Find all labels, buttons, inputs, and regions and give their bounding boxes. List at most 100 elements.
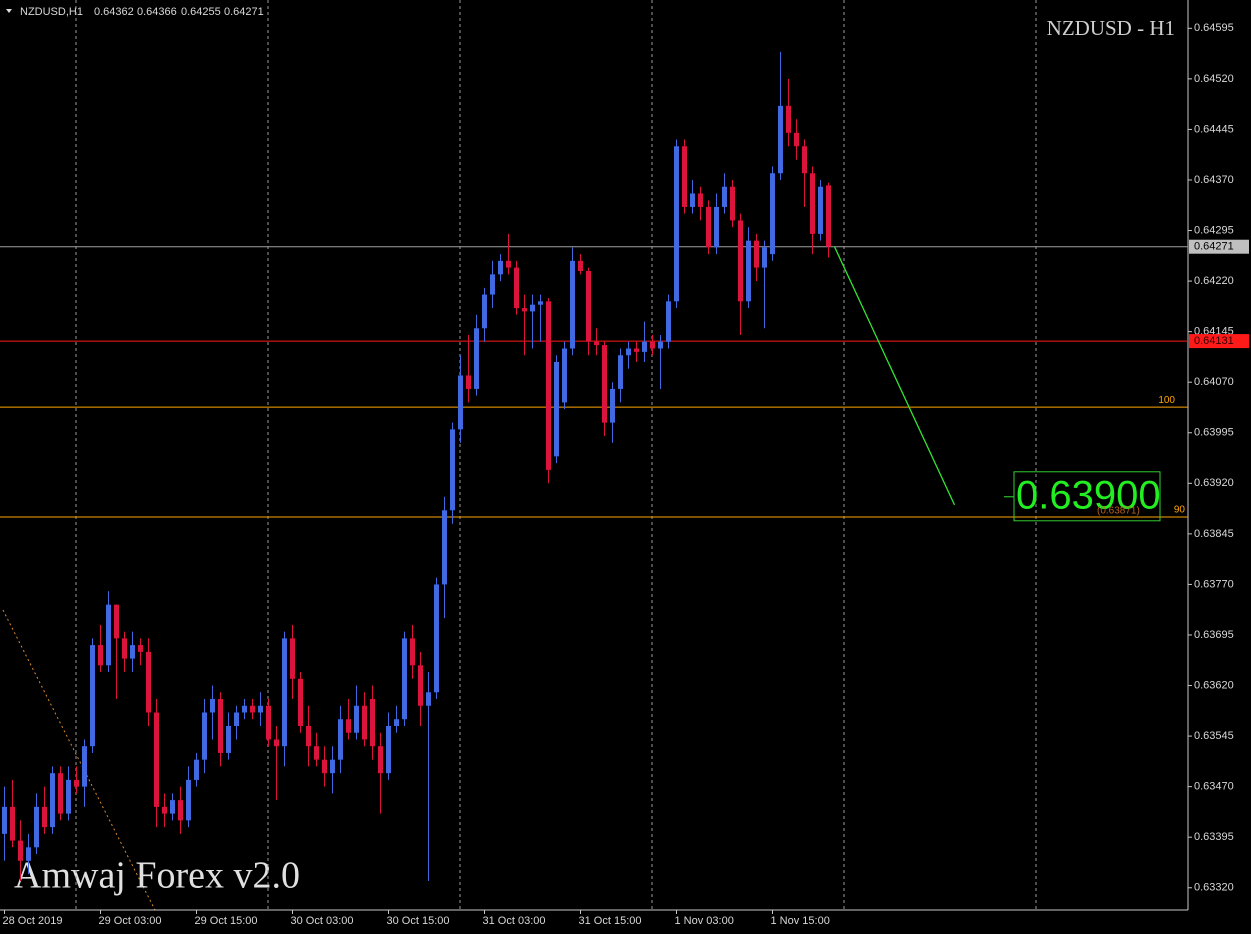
y-tick-label: 0.64520	[1194, 73, 1234, 85]
price-label: 0.64271	[1194, 241, 1234, 253]
alert-label-box	[1189, 334, 1249, 349]
y-tick-label: 0.63320	[1194, 882, 1234, 894]
price-label-box	[1189, 239, 1249, 254]
candle-body	[538, 301, 543, 305]
candle-body	[434, 584, 439, 693]
candle-body	[810, 173, 815, 234]
x-tick-label: 31 Oct 15:00	[579, 915, 642, 927]
candle-body	[266, 705, 271, 740]
x-tick-label: 29 Oct 15:00	[195, 915, 258, 927]
candle-body	[210, 699, 215, 713]
candle-body	[466, 375, 471, 389]
candle-body	[346, 719, 351, 733]
candle-body	[426, 692, 431, 706]
y-tick-label: 0.64220	[1194, 275, 1234, 287]
x-tick-label: 29 Oct 03:00	[99, 915, 162, 927]
candle-body	[530, 304, 535, 312]
candle-body	[162, 806, 167, 814]
candle-body	[178, 800, 183, 821]
candle-body	[34, 806, 39, 848]
candle-body	[26, 847, 31, 861]
x-tick-label: 1 Nov 15:00	[771, 915, 830, 927]
candle-body	[330, 759, 335, 774]
ohlc-open: 0.64362	[94, 6, 134, 18]
candle-body	[58, 773, 63, 814]
y-tick-label: 0.63545	[1194, 730, 1234, 742]
y-tick-label: 0.64295	[1194, 224, 1234, 236]
candle-body	[122, 638, 127, 659]
candle-body	[450, 429, 455, 511]
candle-body	[474, 328, 479, 389]
candle-body	[114, 604, 119, 639]
candle-body	[298, 678, 303, 726]
candle-body	[130, 645, 135, 659]
fib-label: 90	[1174, 505, 1186, 516]
candle-body	[322, 759, 327, 774]
x-tick-label: 30 Oct 15:00	[387, 915, 450, 927]
candle-body	[82, 746, 87, 787]
candle-body	[794, 132, 799, 147]
watermark: Amwaj Forex v2.0	[14, 855, 300, 897]
candle-body	[90, 645, 95, 747]
candle-body	[506, 260, 511, 268]
candle-body	[458, 375, 463, 430]
y-tick-label: 0.63695	[1194, 629, 1234, 641]
candle-body	[394, 719, 399, 726]
candle-body	[714, 206, 719, 248]
y-tick-label: 0.63995	[1194, 427, 1234, 439]
candle-body	[18, 840, 23, 861]
candle-body	[618, 355, 623, 389]
candle-body	[218, 699, 223, 753]
x-tick-label: 28 Oct 2019	[3, 915, 63, 927]
candle-body	[378, 746, 383, 774]
candle-body	[362, 705, 367, 740]
ohlc-high: 0.64366	[137, 6, 177, 18]
candle-body	[410, 638, 415, 666]
y-tick-label: 0.63620	[1194, 679, 1234, 691]
y-tick-label: 0.64070	[1194, 376, 1234, 388]
candle-body	[786, 105, 791, 133]
y-tick-label: 0.63845	[1194, 528, 1234, 540]
y-tick-label: 0.63470	[1194, 781, 1234, 793]
candle-body	[2, 806, 7, 834]
y-tick-label: 0.64370	[1194, 174, 1234, 186]
y-tick-label: 0.63920	[1194, 477, 1234, 489]
candle-body	[522, 308, 527, 312]
candle-body	[42, 806, 47, 828]
candle-body	[290, 638, 295, 679]
candle-body	[802, 146, 807, 174]
candle-body	[498, 260, 503, 275]
candle-body	[746, 240, 751, 302]
candle-body	[578, 260, 583, 271]
candle-body	[50, 773, 55, 828]
candle-body	[546, 301, 551, 470]
candle-body	[554, 361, 559, 457]
fib-label: 100	[1158, 395, 1175, 406]
candle-body	[826, 185, 831, 247]
menu-arrow[interactable]	[6, 9, 12, 13]
candle-body	[482, 294, 487, 329]
candle-body	[738, 220, 743, 302]
candle-body	[354, 705, 359, 733]
candle-body	[818, 186, 823, 234]
candle-body	[234, 712, 239, 726]
y-tick-label: 0.63395	[1194, 831, 1234, 843]
candle-body	[282, 638, 287, 747]
candle-body	[634, 348, 639, 352]
projection-line	[833, 246, 956, 506]
candle-body	[194, 759, 199, 780]
candle-body	[106, 604, 111, 666]
candle-body	[730, 186, 735, 221]
candle-body	[250, 705, 255, 713]
candle-body	[146, 651, 151, 713]
y-tick-label: 0.64445	[1194, 123, 1234, 135]
candle-body	[490, 274, 495, 295]
candle-body	[186, 779, 191, 821]
candle-body	[338, 719, 343, 760]
target-box	[1013, 471, 1161, 522]
x-tick-label: 31 Oct 03:00	[483, 915, 546, 927]
chart-title: NZDUSD - H1	[1047, 16, 1175, 40]
candle-body	[610, 388, 615, 423]
